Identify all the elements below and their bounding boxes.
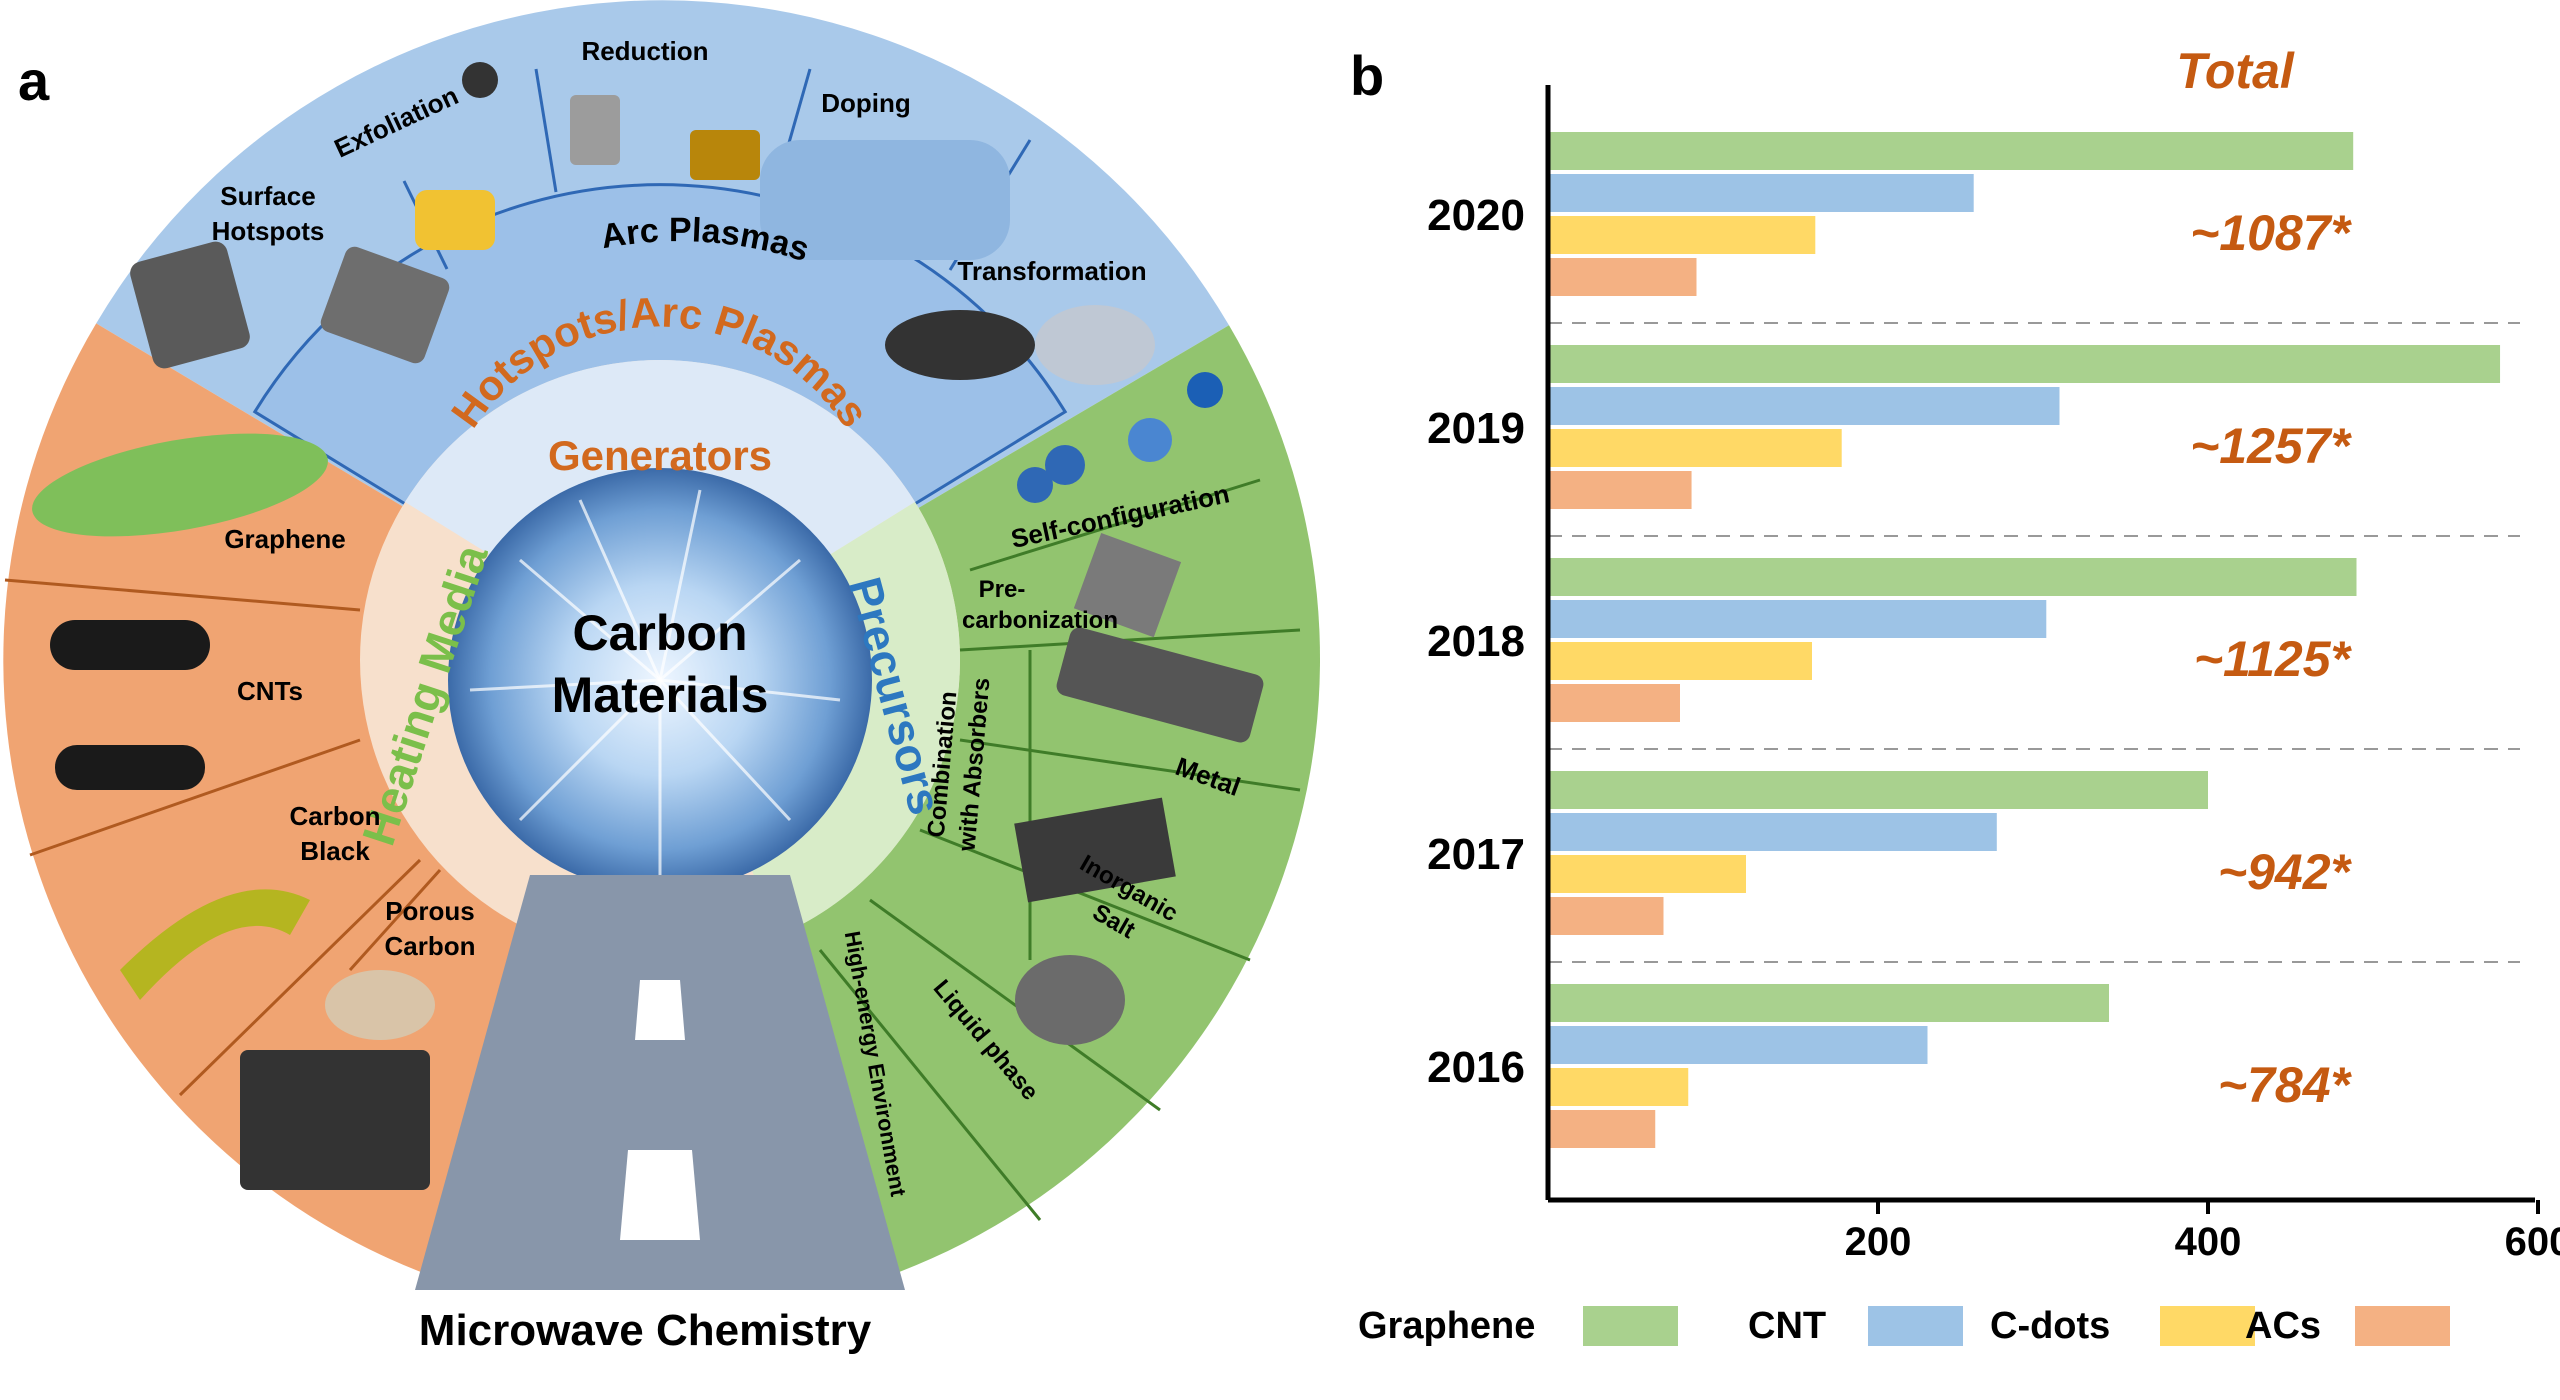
bar-graphene-2016 [1550,984,2109,1022]
total-label-2020: ~1087* [2190,205,2352,261]
x-tick-label-600: 600 [2505,1220,2560,1264]
year-label-2017: 2017 [1427,830,1525,879]
legend: Graphene CNT C-dots ACs [1358,1305,2450,1347]
bar-cnt-2017 [1550,813,1997,851]
hotspots-group-label-2: Generators [548,432,772,479]
sector-surface-hotspots-1: Surface [220,181,315,211]
sector-transformation: Transformation [957,256,1146,286]
bar-acs-2016 [1550,1110,1656,1148]
bar-c-dots-2017 [1550,855,1746,893]
road [415,875,905,1290]
bars [1550,132,2501,1148]
bar-cnt-2020 [1550,174,1974,212]
sector-doping: Doping [821,88,911,118]
legend-label-graphene: Graphene [1358,1305,1535,1347]
sector-precarbonization-1: Pre- [979,576,1026,603]
sector-porous-carbon-2: Carbon [385,931,476,961]
bar-cnt-2018 [1550,600,2047,638]
bar-graphene-2020 [1550,132,2354,170]
legend-swatch-graphene [1583,1306,1678,1346]
legend-swatch-cnt [1868,1306,1963,1346]
sector-reduction: Reduction [581,36,708,66]
plasma-filaments [469,489,841,880]
year-label-2018: 2018 [1427,617,1525,666]
x-tick-label-200: 200 [1845,1220,1912,1264]
sector-porous-carbon-1: Porous [385,896,475,926]
total-label-2019: ~1257* [2190,418,2352,474]
bar-graphene-2017 [1550,771,2208,809]
bar-acs-2017 [1550,897,1664,935]
sector-precarbonization-2: carbonization [962,607,1118,634]
sector-carbon-black-1: Carbon [290,801,381,831]
legend-label-c-dots: C-dots [1990,1305,2110,1347]
legend-swatch-acs [2355,1306,2450,1346]
footer-label: Microwave Chemistry [419,1306,872,1355]
total-labels: ~1087* ~1257* ~1125* ~942* ~784* [2190,205,2352,1113]
bar-acs-2019 [1550,471,1692,509]
sector-surface-hotspots-2: Hotspots [212,216,325,246]
year-label-2019: 2019 [1427,404,1525,453]
x-ticks: 200 400 600 [1845,1200,2560,1264]
panel-a: a [3,0,1321,1355]
totals-title: Total [2176,43,2295,99]
illustrations [32,62,1264,1190]
sector-carbon-black-2: Black [300,836,370,866]
x-tick-label-400: 400 [2175,1220,2242,1264]
bar-c-dots-2018 [1550,642,1812,680]
year-label-2020: 2020 [1427,191,1525,240]
legend-label-cnt: CNT [1748,1305,1826,1347]
bar-chart: b Total 2020 2019 2018 2017 2016 ~1087* ~1257… [1350,43,2560,1347]
panel-a-figure: a [3,0,1321,1355]
green-dividers [818,478,1301,1221]
sector-graphene: Graphene [224,524,345,554]
bar-cnt-2016 [1550,1026,1928,1064]
bar-acs-2018 [1550,684,1680,722]
center-label-line2: Materials [552,667,769,723]
sector-cnts: CNTs [237,676,303,706]
panel-label-b: b [1350,44,1384,107]
year-label-2016: 2016 [1427,1043,1525,1092]
bar-graphene-2018 [1550,558,2357,596]
bar-cnt-2019 [1550,387,2060,425]
bar-c-dots-2020 [1550,216,1816,254]
road-marking-2 [620,1150,700,1240]
total-label-2016: ~784* [2218,1057,2353,1113]
panel-b: b Total 2020 2019 2018 2017 2016 ~1087* ~1257… [1330,0,2560,1395]
year-separators [1548,322,2520,963]
year-labels: 2020 2019 2018 2017 2016 [1427,191,1525,1092]
road-marking-1 [635,980,685,1040]
orange-dividers [4,578,442,1097]
center-label-line1: Carbon [573,605,748,661]
bar-graphene-2019 [1550,345,2501,383]
bar-acs-2020 [1550,258,1697,296]
legend-swatch-c-dots [2160,1306,2255,1346]
legend-label-acs: ACs [2245,1305,2321,1347]
panel-label-a: a [18,49,50,112]
total-label-2018: ~1125* [2194,631,2353,687]
bar-c-dots-2016 [1550,1068,1689,1106]
bar-c-dots-2019 [1550,429,1842,467]
total-label-2017: ~942* [2218,844,2353,900]
